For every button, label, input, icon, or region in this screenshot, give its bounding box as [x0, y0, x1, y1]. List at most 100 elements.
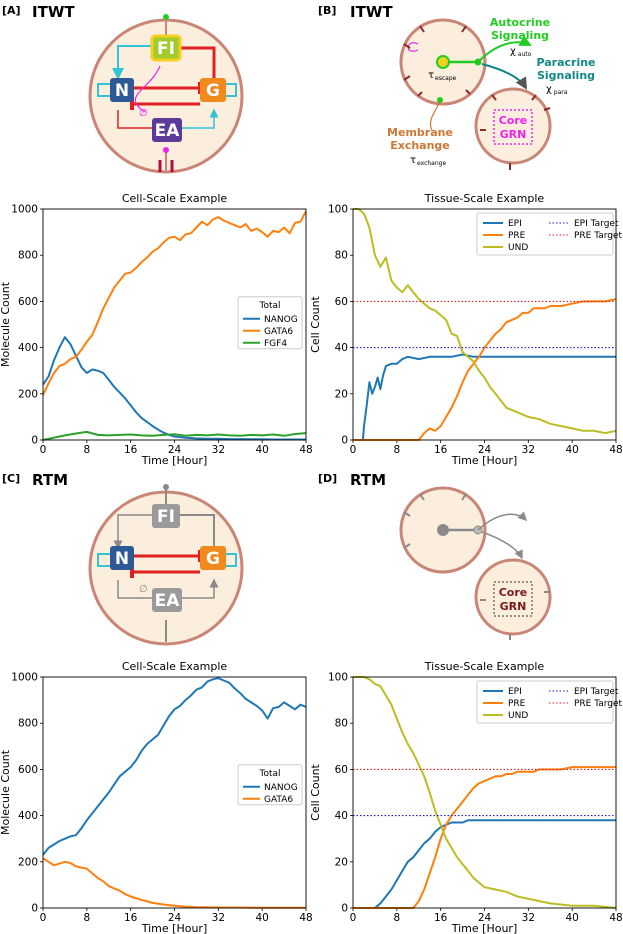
y-tick-label: 800	[18, 250, 38, 262]
y-tick-label: 40	[335, 342, 348, 354]
chart-c-cell-scale-rtm: Cell-Scale Example Time [Hour] Molecule Co…	[0, 660, 313, 934]
x-tick-label: 32	[212, 444, 225, 456]
node-ea-rtm	[152, 588, 182, 612]
legend-label: PRE Target	[574, 231, 623, 241]
legend-label: UND	[508, 711, 528, 721]
tissue-diagram-rtm: Core GRN	[399, 486, 552, 640]
grn-diagram-itwt: ∅ FI N G EA	[88, 14, 244, 174]
node-g	[200, 78, 226, 102]
panel-label-b: [B]	[318, 4, 336, 17]
series-line-pre	[353, 298, 617, 441]
chart-d-tissue-scale-rtm: Tissue-Scale Example Time [Hour] Cell Coun…	[309, 660, 623, 934]
x-tick-label: 0	[350, 912, 357, 924]
autocrine-label: Autocrine	[490, 16, 550, 29]
legend-label: EPI	[508, 687, 522, 697]
x-tick-label: 8	[83, 912, 90, 924]
x-tick-label: 24	[478, 444, 492, 456]
chi-auto: χ auto	[510, 46, 532, 58]
y-axis-label: Molecule Count	[0, 281, 12, 367]
plot-frame	[352, 208, 617, 441]
series-line-gata6	[42, 857, 306, 909]
legend-label: EPI Target	[574, 687, 619, 697]
legend-label: EPI	[508, 219, 522, 229]
chart-title: Cell-Scale Example	[122, 192, 228, 205]
legend-box	[476, 212, 614, 256]
panel-model-c: RTM	[32, 471, 68, 489]
x-tick-label: 8	[393, 444, 400, 456]
chart-a-cell-scale-itwt: Cell-Scale Example Time [Hour] Molecule Co…	[0, 192, 313, 467]
plot-frame	[42, 208, 307, 441]
y-axis-label: Cell Count	[309, 763, 322, 820]
x-tick-label: 48	[609, 912, 622, 924]
y-tick-label: 600	[18, 296, 38, 308]
chi-para: χ para	[546, 84, 568, 96]
core-label: Core	[499, 114, 528, 127]
series-line-epi	[353, 819, 616, 909]
x-tick-label: 16	[434, 912, 448, 924]
paracrine-label: Paracrine	[536, 56, 595, 69]
y-axis-label: Molecule Count	[0, 749, 12, 835]
autocrine-signaling-label: Signaling	[491, 29, 549, 42]
y-tick-label: 20	[335, 856, 348, 868]
paracrine-signaling-label: Signaling	[537, 69, 595, 82]
series-line-fgf4	[42, 430, 307, 441]
tissue-diagram-itwt: Core GRN Autocrine Signaling χ auto Parac…	[387, 16, 596, 170]
x-tick-label: 16	[434, 444, 448, 456]
tau-escape: τescape	[428, 70, 457, 82]
x-tick-label: 24	[478, 912, 492, 924]
series-line-und	[353, 208, 617, 435]
core-label-rtm: Core	[499, 586, 528, 599]
x-tick-label: 8	[393, 912, 400, 924]
legend-label: NANOG	[264, 783, 298, 793]
y-tick-label: 100	[328, 204, 348, 216]
legend-box	[237, 296, 303, 350]
x-tick-label: 16	[124, 912, 138, 924]
legend-label: EPI Target	[574, 219, 619, 229]
x-tick-label: 40	[255, 444, 268, 456]
y-tick-label: 0	[31, 435, 38, 447]
plot-frame	[352, 676, 617, 909]
core-grn-box	[493, 109, 533, 145]
tau-exchange: τexchange	[410, 155, 446, 167]
legend-label: GATA6	[264, 795, 293, 805]
x-tick-label: 32	[522, 912, 535, 924]
x-axis-label: Time [Hour]	[141, 454, 208, 467]
x-tick-label: 32	[212, 912, 225, 924]
node-n-rtm	[110, 546, 134, 570]
node-n	[110, 78, 134, 102]
y-tick-label: 60	[335, 296, 348, 308]
plot-frame	[42, 676, 307, 909]
legend-title: Total	[258, 301, 280, 311]
y-tick-label: 80	[335, 718, 348, 730]
x-tick-label: 0	[40, 444, 47, 456]
grn-diagram-rtm: ∅ FI N G EA	[88, 484, 244, 646]
x-tick-label: 40	[565, 444, 578, 456]
grn-label: GRN	[500, 128, 527, 141]
x-tick-label: 48	[299, 444, 312, 456]
panel-model-d: RTM	[350, 471, 386, 489]
panel-model-b: ITWT	[350, 3, 393, 21]
node-g-rtm	[200, 546, 226, 570]
x-tick-label: 48	[609, 444, 622, 456]
x-tick-label: 40	[565, 912, 578, 924]
panel-label-c: [C]	[2, 472, 20, 485]
x-tick-label: 0	[40, 912, 47, 924]
y-tick-label: 100	[328, 672, 348, 684]
y-tick-label: 400	[18, 342, 38, 354]
x-tick-label: 24	[168, 444, 182, 456]
legend-box	[476, 680, 614, 724]
y-tick-label: 400	[18, 810, 38, 822]
grn-label-rtm: GRN	[500, 600, 527, 613]
legend-box	[237, 764, 303, 806]
y-tick-label: 1000	[11, 204, 38, 216]
legend-label: NANOG	[264, 315, 298, 325]
x-axis-label: Time [Hour]	[141, 922, 208, 934]
empty-set-label: ∅	[139, 108, 148, 119]
node-ea-rtm-label: EA	[155, 591, 181, 611]
series-line-nanog	[42, 677, 307, 856]
panel-model-a: ITWT	[32, 3, 75, 21]
x-axis-label: Time [Hour]	[451, 454, 518, 467]
y-axis-label: Cell Count	[309, 295, 322, 352]
y-tick-label: 0	[31, 903, 38, 915]
